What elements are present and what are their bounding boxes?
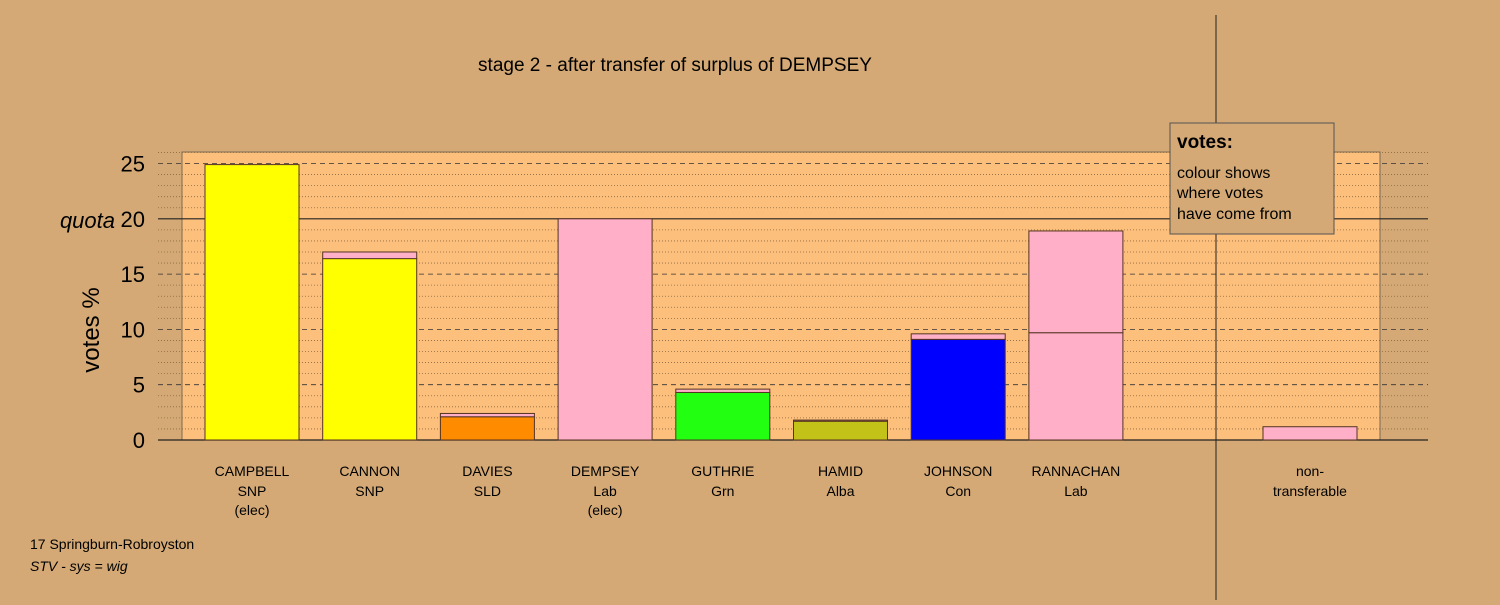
y-axis: 0 5 10 15 20 25 [121, 152, 145, 454]
candidate-party-campbell: SNP [238, 483, 267, 499]
bar-segment-dempsey [557, 218, 653, 441]
legend: votes: colour shows where votes have com… [1169, 122, 1335, 235]
bar-segment-johnson [910, 338, 1006, 441]
candidate-name-dempsey: DEMPSEY [571, 463, 640, 479]
bar-segment-campbell [204, 164, 300, 441]
bar-segment-johnson [910, 333, 1006, 340]
legend-line-3: have come from [1177, 206, 1292, 223]
candidate-status-dempsey: (elec) [588, 502, 623, 518]
bar-segment-davies [439, 416, 535, 441]
bar-segment-rannachan [1028, 332, 1124, 441]
candidate-name-campbell: CAMPBELL [215, 463, 290, 479]
y-tick-label: 10 [121, 317, 145, 342]
candidate-name-johnson: JOHNSON [924, 463, 992, 479]
y-tick-label: 5 [133, 373, 145, 398]
non-transferable-label-1: non- [1296, 463, 1324, 479]
bars [204, 164, 1358, 441]
y-tick-label: 0 [133, 428, 145, 453]
candidate-party-davies: SLD [474, 483, 501, 499]
bar-segment-cannon [322, 251, 418, 260]
legend-box [1169, 122, 1335, 235]
candidate-status-campbell: (elec) [234, 502, 269, 518]
candidate-party-hamid: Alba [826, 483, 854, 499]
candidate-name-cannon: CANNON [339, 463, 400, 479]
y-axis-label: votes % [78, 287, 105, 372]
y-tick-label: 20 [121, 207, 145, 232]
y-tick-label: 25 [121, 152, 145, 177]
x-labels: CAMPBELL SNP (elec) CANNON SNP DAVIES SLD DEMPS… [215, 463, 1348, 518]
bar-segment-rannachan [1028, 230, 1124, 334]
bar-segment-hamid [793, 420, 888, 441]
candidate-name-hamid: HAMID [818, 463, 863, 479]
bar-segment-guthrie [675, 388, 771, 393]
footer-system: STV - sys = wig [30, 558, 128, 574]
non-transferable-label-2: transferable [1273, 483, 1347, 499]
footer-constituency: 17 Springburn-Robroyston [30, 536, 194, 552]
bar-segment-hamid [793, 419, 888, 422]
legend-line-2: where votes [1176, 185, 1263, 202]
candidate-party-guthrie: Grn [711, 483, 734, 499]
bar-segment-cannon [322, 258, 418, 441]
candidate-name-davies: DAVIES [462, 463, 512, 479]
candidate-party-johnson: Con [945, 483, 971, 499]
legend-line-1: colour shows [1177, 165, 1270, 182]
quota-label: quota [60, 208, 115, 233]
chart-title: stage 2 - after transfer of surplus of D… [478, 55, 872, 76]
bar-segment-guthrie [675, 391, 771, 441]
candidate-name-guthrie: GUTHRIE [691, 463, 754, 479]
candidate-party-cannon: SNP [355, 483, 384, 499]
y-tick-label: 15 [121, 262, 145, 287]
candidate-party-dempsey: Lab [593, 483, 617, 499]
bar-segment-non-transferable [1262, 426, 1358, 441]
bar-segment-davies [439, 412, 535, 418]
candidate-name-rannachan: RANNACHAN [1032, 463, 1121, 479]
legend-title: votes: [1177, 132, 1233, 153]
candidate-party-rannachan: Lab [1064, 483, 1088, 499]
